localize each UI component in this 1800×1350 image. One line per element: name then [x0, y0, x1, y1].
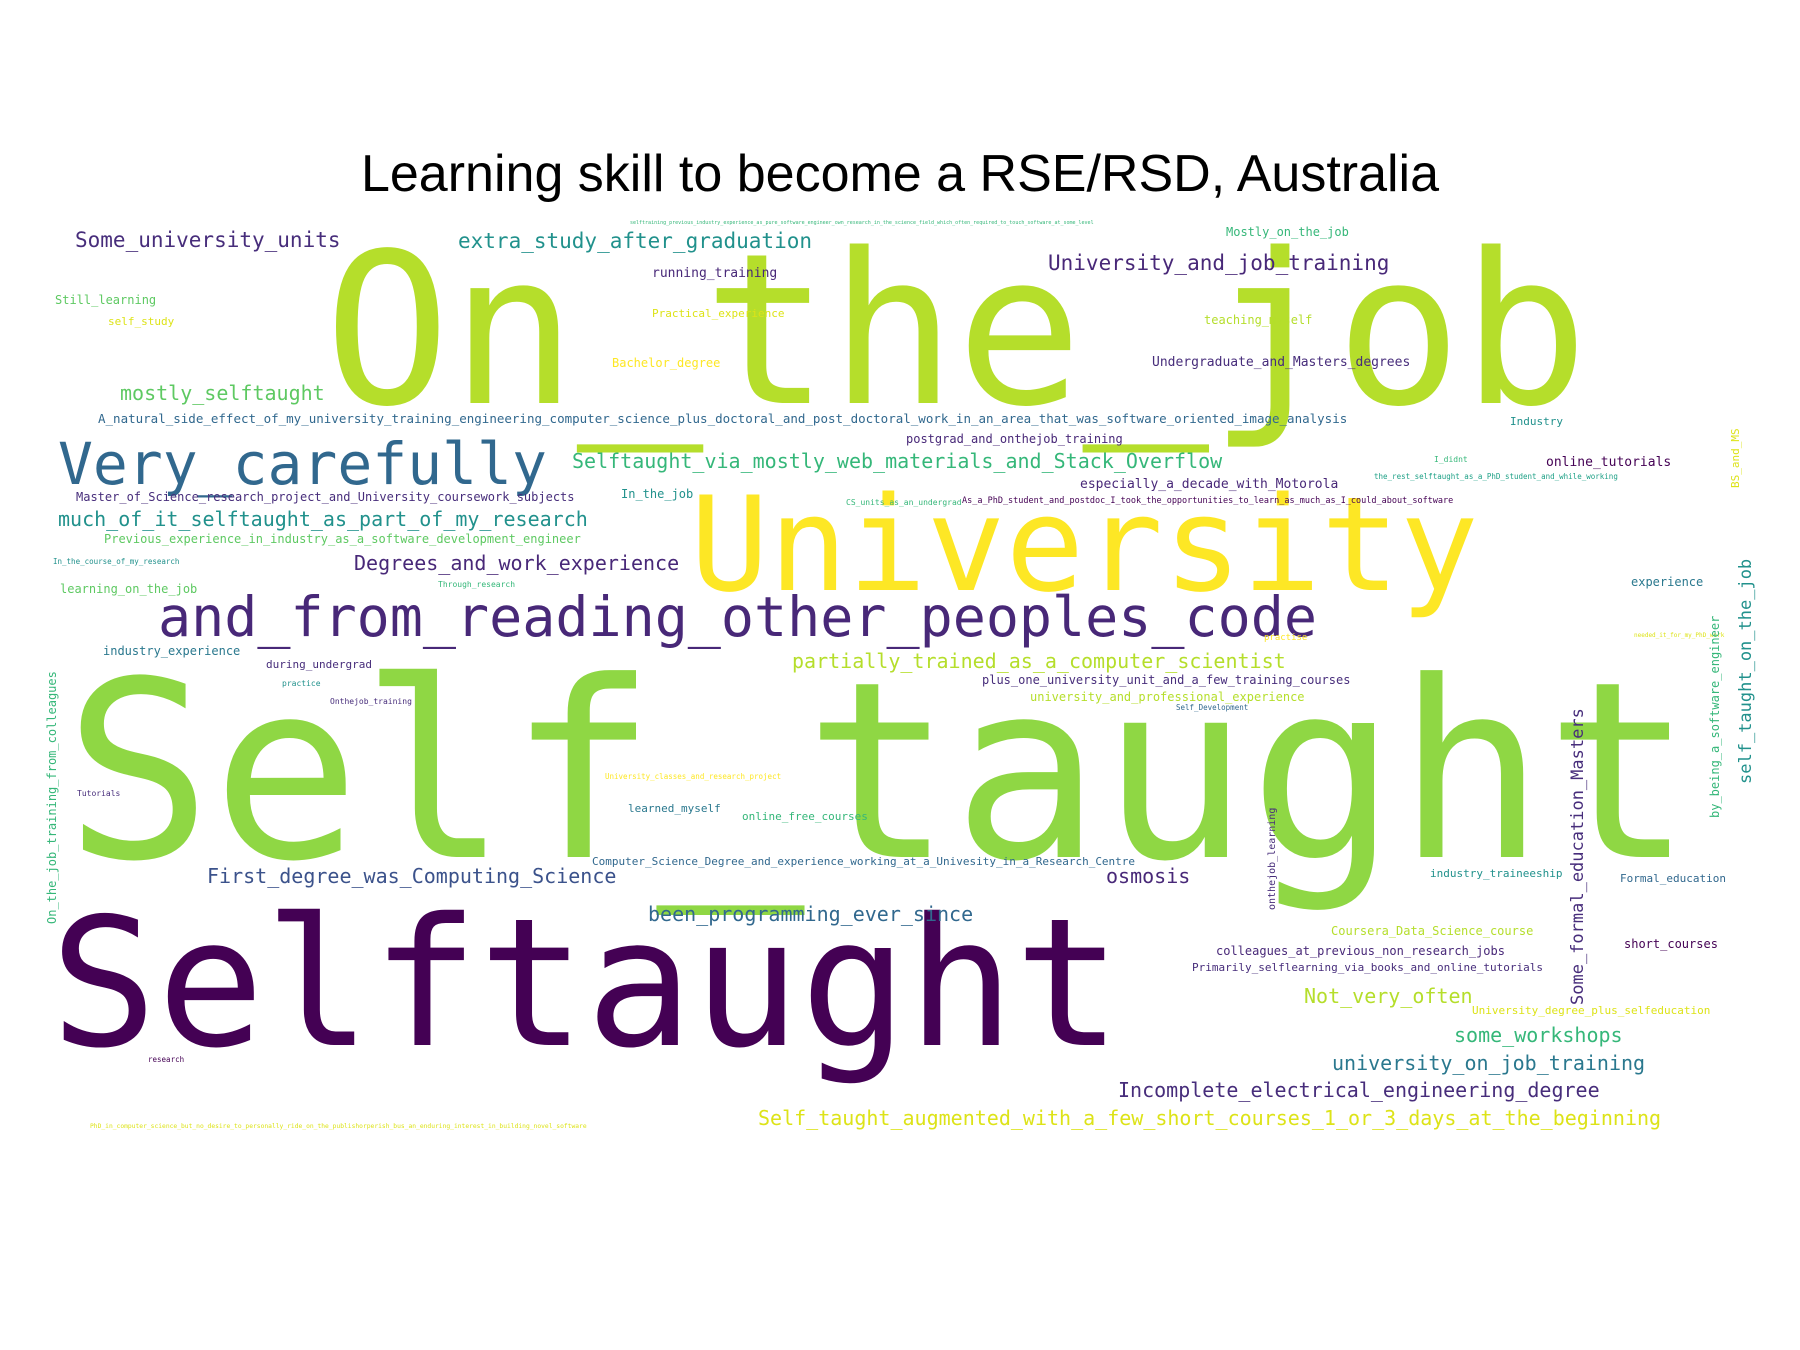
word-cs-units: CS_units_as_an_undergrad: [846, 498, 962, 507]
word-osmosis: osmosis: [1106, 864, 1191, 888]
word-onthejob-learning: onthejob_learning: [1267, 807, 1278, 910]
word-some-formal: Some_formal_education_Masters: [1568, 708, 1588, 1005]
word-motorola: especially_a_decade_with_Motorola: [1080, 477, 1339, 492]
word-colleagues-prev: colleagues_at_previous_non_research_jobs: [1216, 944, 1505, 958]
word-natural-side: A_natural_side_effect_of_my_university_t…: [98, 411, 1348, 426]
word-extra-study: extra_study_after_graduation: [458, 229, 813, 253]
word-industry-trainee: industry_traineeship: [1430, 867, 1563, 880]
figure-title: Learning skill to become a RSE/RSD, Aust…: [360, 145, 1440, 203]
word-practical-exp: Practical_experience: [652, 307, 785, 320]
word-bachelor: Bachelor_degree: [612, 356, 721, 370]
word-experience: experience: [1631, 575, 1704, 589]
word-phd-cs: PhD_in_computer_science_but_no_desire_to…: [90, 1123, 587, 1130]
word-some-workshops: some_workshops: [1454, 1023, 1623, 1047]
word-on-the-job: On_the_job: [324, 208, 1589, 453]
word-plus-one-unit: plus_one_university_unit_and_a_few_train…: [982, 673, 1351, 687]
word-in-the-job: In_the_job: [621, 487, 694, 501]
word-incomplete-ee: Incomplete_electrical_engineering_degree: [1118, 1078, 1600, 1102]
word-teaching-myself: teaching_myself: [1204, 313, 1313, 327]
word-self-development: Self_Development: [1176, 703, 1249, 712]
word-ug-masters: Undergraduate_and_Masters_degrees: [1152, 355, 1411, 370]
word-some-units: Some_university_units: [75, 228, 341, 252]
word-cs-degree: Computer_Science_Degree_and_experience_w…: [592, 855, 1136, 868]
word-through-research: Through_research: [438, 580, 516, 589]
word-during-undergrad: during_undergrad: [266, 658, 372, 671]
word-online-tutorials: online_tutorials: [1546, 455, 1672, 470]
word-onthejob-training: Onthejob_training: [330, 697, 412, 706]
word-previous-industry: Previous_experience_in_industry_as_a_sof…: [104, 532, 581, 546]
word-university: University: [690, 468, 1479, 621]
word-by-being-swe: by_being_a_software_engineer: [1708, 615, 1722, 818]
word-degrees-work: Degrees_and_work_experience: [354, 551, 680, 575]
word-coursera: Coursera_Data_Science_course: [1331, 924, 1534, 938]
word-self-study: self_study: [108, 315, 175, 328]
word-uni-plus-self: University_degree_plus_selfeducation: [1472, 1004, 1711, 1017]
word-uni-on-job: university_on_job_training: [1332, 1051, 1646, 1075]
word-uni-job-training: University_and_job_training: [1048, 251, 1390, 275]
word-postgrad: postgrad_and_onthejob_training: [906, 432, 1123, 446]
word-first-degree: First_degree_was_Computing_Science: [207, 864, 617, 888]
word-master-science: Master_of_Science_research_project_and_U…: [76, 490, 575, 504]
word-self-taught-aug: Self_taught_augmented_with_a_few_short_c…: [758, 1106, 1662, 1130]
word-short-courses: short_courses: [1624, 937, 1718, 951]
word-research: research: [148, 1055, 185, 1064]
word-industry-experience: industry_experience: [103, 644, 241, 658]
word-not-very-often: Not_very_often: [1304, 984, 1473, 1008]
word-learned-myself: learned_myself: [628, 802, 721, 815]
word-selftaught-web: Selftaught_via_mostly_web_materials_and_…: [572, 449, 1223, 473]
word-phd-postdoc: As_a_PhD_student_and_postdoc_I_took_the_…: [962, 496, 1454, 506]
word-formal-education: Formal_education: [1620, 872, 1726, 885]
word-industry: Industry: [1510, 415, 1563, 428]
word-mostly-on-job: Mostly_on_the_job: [1226, 225, 1349, 239]
word-uni-prof: university_and_professional_experience: [1030, 690, 1305, 704]
word-bs-ms: BS_and_MS: [1729, 428, 1742, 488]
word-colleagues-training: On_the_job_training_from_colleagues: [45, 671, 59, 924]
word-online-free: online_free_courses: [742, 810, 868, 823]
word-very-carefully: Very_carefully: [58, 430, 547, 498]
word-been-programming: been_programming_ever_since: [648, 902, 974, 926]
word-rest-selftaught: the_rest_selftaught_as_a_PhD_student_and…: [1374, 472, 1618, 481]
word-self-taught: Self_taught: [64, 630, 1694, 916]
word-primarily-self: Primarily_selflearning_via_books_and_onl…: [1192, 961, 1543, 974]
word-course-of-research: In_the_course_of_my_research: [53, 557, 180, 566]
word-tutorials: Tutorials: [77, 789, 121, 798]
word-i-didnt: I_didnt: [1434, 455, 1468, 464]
word-self-taught-on-job: self_taught_on_the_job: [1736, 558, 1756, 784]
word-mostly-selftaught: mostly_selftaught: [120, 381, 325, 405]
word-partially-trained: partially_trained_as_a_computer_scientis…: [792, 649, 1286, 673]
word-needed-phd: needed_it_for_my_PhD_work: [1634, 632, 1725, 639]
word-still-learning: Still_learning: [55, 293, 157, 307]
word-practise: practise: [1264, 633, 1308, 643]
word-practice: practice: [282, 679, 321, 688]
word-running-training: running_training: [652, 266, 778, 281]
word-much-selftaught: much_of_it_selftaught_as_part_of_my_rese…: [58, 507, 588, 531]
word-selftraining: selftraining_previous_industry_experienc…: [630, 220, 1094, 226]
word-learning-on-job: learning_on_the_job: [60, 582, 198, 596]
word-uni-classes: University_classes_and_research_project: [605, 772, 782, 781]
word-selftaught: Selftaught: [50, 880, 1122, 1087]
word-reading-code: and_from_reading_other_peoples_code: [158, 585, 1317, 649]
